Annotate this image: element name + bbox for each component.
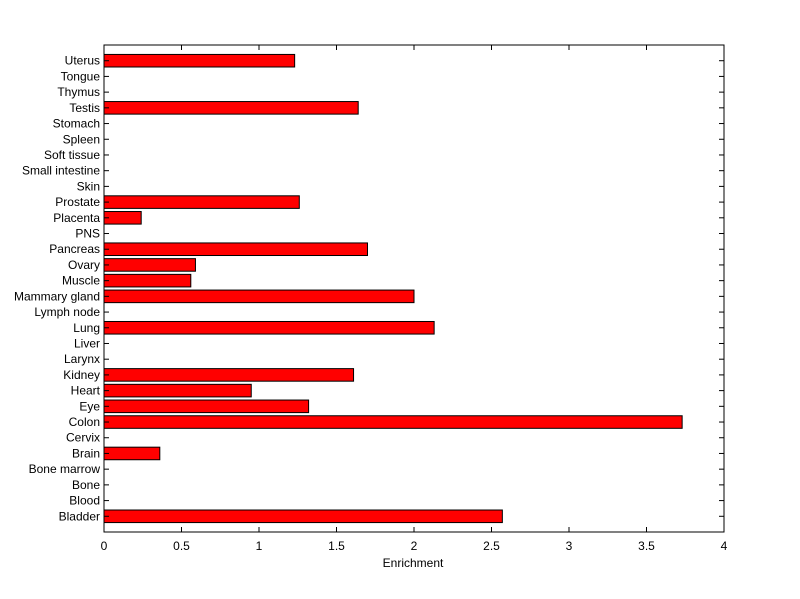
y-tick-label: Larynx	[64, 352, 100, 366]
x-tick-label: 4	[721, 539, 728, 553]
x-axis-label: Enrichment	[383, 556, 444, 570]
y-tick-label: Blood	[69, 494, 100, 508]
y-tick-label: Lymph node	[34, 305, 100, 319]
x-axis-ticks: 0 0.5 1 1.5 2 2.5 3 3.5 4	[101, 45, 728, 553]
x-tick-label: 2.5	[483, 539, 500, 553]
bar-uterus	[103, 53, 296, 68]
y-tick-label: Stomach	[53, 117, 100, 131]
bar-ovary	[103, 258, 196, 272]
bar-brain	[103, 446, 161, 461]
y-tick-label: Soft tissue	[44, 148, 100, 162]
x-tick-label: 3	[566, 539, 573, 553]
bar-colon	[103, 415, 683, 429]
y-tick-label: Testis	[69, 101, 100, 115]
y-tick-label: Kidney	[63, 368, 100, 382]
y-tick-label: Muscle	[62, 274, 100, 288]
y-tick-label: Placenta	[53, 211, 100, 225]
x-tick-label: 2	[411, 539, 418, 553]
bar-bladder	[103, 509, 503, 524]
plot-area-frame	[103, 44, 725, 533]
y-tick-label: Tongue	[61, 69, 101, 83]
bar-eye	[103, 399, 310, 414]
y-tick-label: Mammary gland	[14, 289, 100, 303]
x-tick-label: 1	[256, 539, 263, 553]
y-tick-label: PNS	[75, 227, 100, 241]
y-tick-label: Thymus	[57, 85, 100, 99]
y-tick-label: Cervix	[66, 431, 100, 445]
x-tick-label: 0	[101, 539, 108, 553]
y-tick-label: Pancreas	[49, 242, 100, 256]
y-tick-label: Uterus	[65, 54, 100, 68]
x-tick-label: 1.5	[328, 539, 345, 553]
y-tick-label: Spleen	[63, 132, 100, 146]
bar-pancreas	[103, 242, 368, 257]
bar-muscle	[103, 273, 192, 288]
bar-testis	[103, 101, 359, 115]
y-tick-label: Eye	[79, 399, 100, 413]
y-tick-label: Ovary	[68, 258, 100, 272]
y-tick-label: Colon	[69, 415, 100, 429]
x-tick-label: 0.5	[173, 539, 190, 553]
y-tick-label: Liver	[74, 336, 100, 350]
bar-heart	[103, 383, 252, 398]
y-tick-label: Heart	[71, 384, 101, 398]
y-tick-label: Small intestine	[22, 164, 100, 178]
y-tick-label: Bone marrow	[29, 462, 101, 476]
y-tick-label: Bone	[72, 478, 100, 492]
y-tick-label: Bladder	[59, 509, 100, 523]
y-tick-label: Brain	[72, 446, 100, 460]
x-tick-label: 3.5	[638, 539, 655, 553]
bar-lung	[103, 320, 435, 335]
bar-kidney	[103, 368, 355, 382]
bar-mammary-gland	[103, 289, 415, 304]
bar-placenta	[103, 211, 142, 225]
y-tick-label: Prostate	[55, 195, 100, 209]
y-tick-label: Lung	[73, 321, 100, 335]
bar-prostate	[103, 195, 300, 209]
y-tick-label: Skin	[77, 179, 100, 193]
